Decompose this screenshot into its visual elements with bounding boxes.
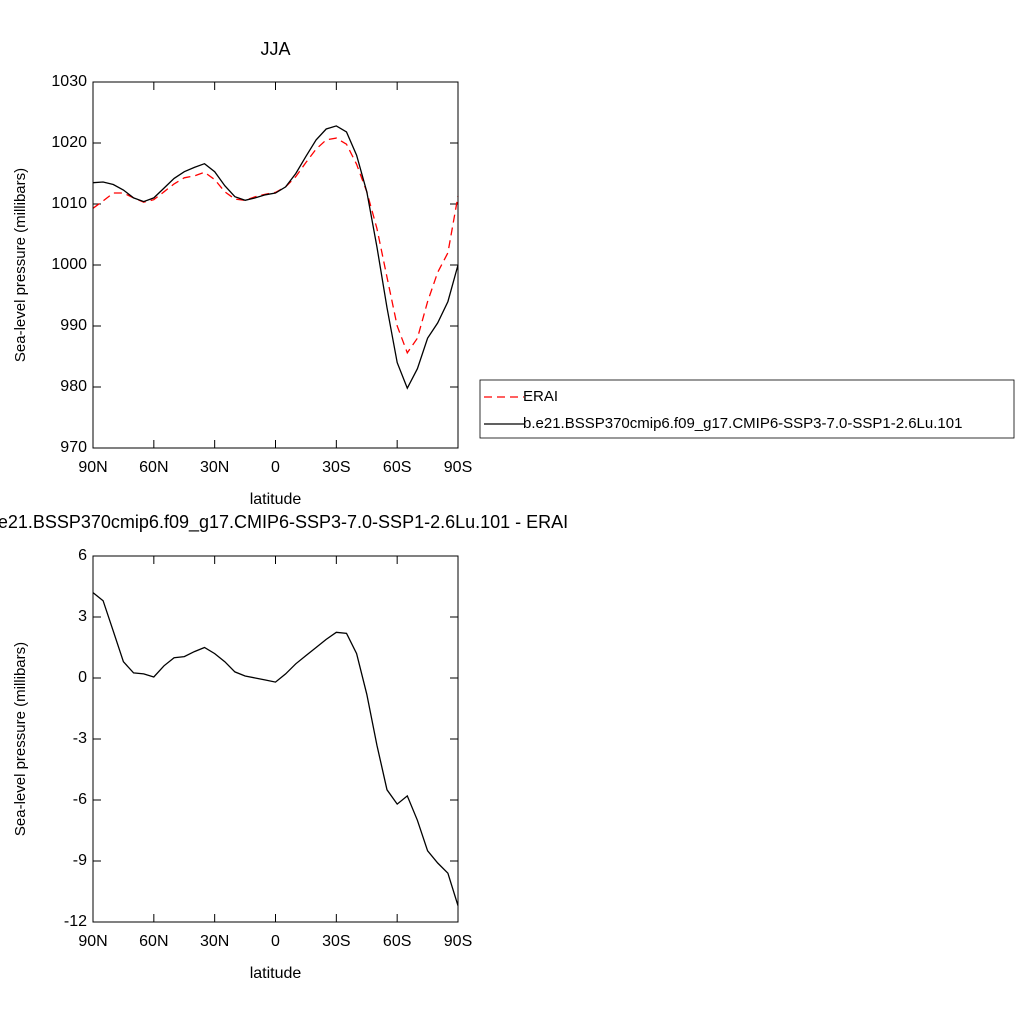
x-tick-label: 30N bbox=[200, 933, 229, 950]
y-tick-label: 990 bbox=[60, 317, 87, 334]
x-tick-label: 90S bbox=[444, 933, 472, 950]
data-line bbox=[92, 592, 459, 906]
data-line bbox=[92, 137, 459, 355]
y-tick-label: 980 bbox=[60, 378, 87, 395]
plot-frame bbox=[92, 555, 459, 923]
x-tick-label: 60N bbox=[139, 459, 168, 476]
x-tick-label: 90N bbox=[78, 933, 107, 950]
x-tick-label: 60S bbox=[383, 933, 411, 950]
y-tick-label: -9 bbox=[73, 852, 87, 869]
x-axis-label: latitude bbox=[250, 491, 302, 508]
x-tick-label: 30S bbox=[322, 933, 350, 950]
y-tick-label: 970 bbox=[60, 439, 87, 456]
plot-frame bbox=[92, 81, 459, 449]
y-tick-label: 1010 bbox=[51, 195, 87, 212]
data-line bbox=[92, 125, 459, 390]
y-tick-label: 1030 bbox=[51, 73, 87, 90]
y-tick-label: -6 bbox=[73, 791, 87, 808]
legend-label: ERAI bbox=[523, 388, 558, 405]
y-tick-label: 1020 bbox=[51, 134, 87, 151]
x-tick-label: 60N bbox=[139, 933, 168, 950]
x-axis-label: latitude bbox=[250, 965, 302, 982]
y-tick-label: -3 bbox=[73, 730, 87, 747]
legend-frame bbox=[479, 379, 1015, 439]
x-tick-label: 60S bbox=[383, 459, 411, 476]
y-tick-label: 0 bbox=[78, 669, 87, 686]
x-tick-label: 0 bbox=[271, 933, 280, 950]
y-tick-label: -12 bbox=[64, 913, 87, 930]
x-tick-label: 30S bbox=[322, 459, 350, 476]
x-tick-label: 90N bbox=[78, 459, 107, 476]
chart-title: JJA bbox=[260, 39, 290, 59]
chart-title: b.e21.BSSP370cmip6.f09_g17.CMIP6-SSP3-7.… bbox=[0, 512, 568, 533]
y-tick-label: 1000 bbox=[51, 256, 87, 273]
legend-label: b.e21.BSSP370cmip6.f09_g17.CMIP6-SSP3-7.… bbox=[523, 415, 962, 432]
y-tick-label: 6 bbox=[78, 547, 87, 564]
y-axis-label: Sea-level pressure (millibars) bbox=[12, 168, 29, 362]
x-tick-label: 0 bbox=[271, 459, 280, 476]
y-tick-label: 3 bbox=[78, 608, 87, 625]
y-axis-label: Sea-level pressure (millibars) bbox=[12, 642, 29, 836]
x-tick-label: 30N bbox=[200, 459, 229, 476]
x-tick-label: 90S bbox=[444, 459, 472, 476]
